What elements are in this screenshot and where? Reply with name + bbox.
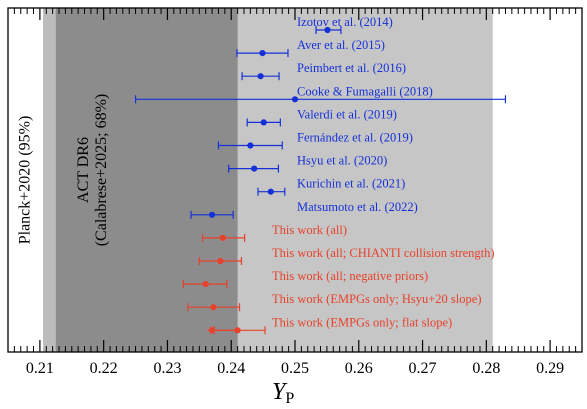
planck-band-label: Planck+2020 (95%) <box>16 116 33 245</box>
point-label: Valerdi et al. (2019) <box>297 107 397 121</box>
point-label: This work (EMPGs only; Hsyu+20 slope) <box>272 292 481 306</box>
point-label: This work (all) <box>272 223 347 237</box>
act-band <box>55 8 238 352</box>
data-point-5: Valerdi et al. (2019) <box>246 107 397 127</box>
x-axis-title-subscript: P <box>285 390 294 407</box>
data-point-1: Izotov et al. (2014) <box>297 15 393 34</box>
point-label: Matsumoto et al. (2022) <box>297 200 418 214</box>
limit-arrow-head <box>206 326 215 335</box>
x-tick-label: 0.25 <box>281 360 309 377</box>
point-label: Aver et al. (2015) <box>297 38 385 52</box>
data-point-2: Aver et al. (2015) <box>236 38 385 58</box>
points-layer: Izotov et al. (2014) Aver et al. (2015) Pe… <box>134 15 507 335</box>
x-tick-label: 0.26 <box>345 360 373 377</box>
band-labels-layer: Planck+2020 (95%) ACT DR6 (Calabrese+202… <box>16 94 109 247</box>
point-marker <box>217 257 224 265</box>
x-tick-label: 0.23 <box>153 360 181 377</box>
x-tick-label: 0.24 <box>217 360 245 377</box>
x-tick-label: 0.28 <box>472 360 500 377</box>
x-tick-label: 0.22 <box>90 360 118 377</box>
point-marker <box>219 234 227 241</box>
point-label: This work (EMPGs only; flat slope) <box>272 315 452 329</box>
point-label: Peimbert et al. (2016) <box>297 61 406 75</box>
point-label: Cooke & Fumagalli (2018) <box>297 84 433 98</box>
point-marker <box>210 304 217 311</box>
data-point-6: Fernández et al. (2019) <box>217 131 413 150</box>
act-band-label-line2: (Calabrese+2025; 68%) <box>93 94 110 247</box>
point-marker <box>291 96 299 103</box>
point-label: Hsyu et al. (2020) <box>297 154 387 168</box>
point-marker <box>234 327 241 334</box>
point-marker <box>247 142 254 149</box>
point-marker <box>257 73 264 80</box>
x-axis-title: YP <box>272 379 294 407</box>
x-tick-label: 0.27 <box>409 360 437 377</box>
point-marker <box>251 165 258 172</box>
point-marker <box>324 26 331 34</box>
data-point-3: Peimbert et al. (2016) <box>241 61 406 81</box>
data-point-9: Matsumoto et al. (2022) <box>190 200 418 219</box>
x-tick-label: 0.21 <box>26 360 54 377</box>
point-marker <box>259 50 266 57</box>
data-point-11: This work (all; CHIANTI collision streng… <box>198 246 495 265</box>
point-label: Izotov et al. (2014) <box>297 15 393 29</box>
planck-band-edge <box>43 8 56 352</box>
point-label: This work (all; CHIANTI collision streng… <box>272 246 495 260</box>
point-marker <box>202 281 209 288</box>
data-point-13: This work (EMPGs only; Hsyu+20 slope) <box>187 292 481 312</box>
bands-layer <box>43 8 493 352</box>
data-point-10: This work (all) <box>201 223 347 242</box>
x-axis-title-main: Y <box>272 379 288 405</box>
data-point-7: Hsyu et al. (2020) <box>228 154 387 173</box>
point-label: Fernández et al. (2019) <box>297 131 413 145</box>
x-tick-label: 0.29 <box>536 360 564 377</box>
point-label: Kurichin et al. (2021) <box>297 177 405 191</box>
data-point-14: This work (EMPGs only; flat slope) <box>206 315 452 335</box>
data-point-4: Cooke & Fumagalli (2018) <box>134 84 507 104</box>
data-point-8: Kurichin et al. (2021) <box>257 177 405 196</box>
act-band-label-line1: ACT DR6 <box>75 137 92 203</box>
point-marker <box>267 188 274 195</box>
ticks-layer: 0.21 0.22 0.23 0.24 0.25 0.26 0.27 0.28 0.29 <box>7 8 583 377</box>
data-point-12: This work (all; negative priors) <box>182 269 428 289</box>
point-marker <box>260 119 267 126</box>
point-label: This work (all; negative priors) <box>272 269 428 283</box>
point-marker <box>208 211 216 218</box>
